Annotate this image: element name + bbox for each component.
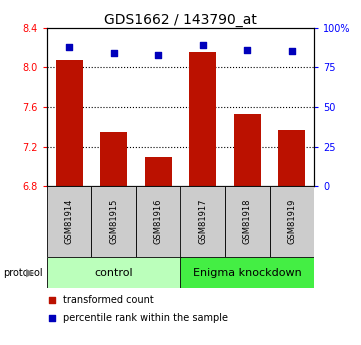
Bar — [180, 257, 314, 288]
Bar — [234, 114, 261, 186]
Text: GSM81914: GSM81914 — [65, 199, 74, 244]
Text: protocol: protocol — [4, 268, 43, 277]
Bar — [47, 186, 91, 257]
Bar — [47, 257, 180, 288]
Point — [49, 297, 55, 303]
Point — [289, 49, 295, 54]
Bar — [91, 186, 136, 257]
Title: GDS1662 / 143790_at: GDS1662 / 143790_at — [104, 12, 257, 27]
Point — [200, 42, 206, 48]
Text: GSM81918: GSM81918 — [243, 199, 252, 244]
Text: Enigma knockdown: Enigma knockdown — [193, 268, 302, 277]
Text: GSM81916: GSM81916 — [154, 199, 163, 244]
Text: control: control — [95, 268, 133, 277]
Bar — [145, 157, 171, 186]
Point — [155, 52, 161, 57]
Text: GSM81917: GSM81917 — [198, 199, 207, 244]
Bar — [278, 130, 305, 186]
Bar — [180, 186, 225, 257]
Text: GSM81919: GSM81919 — [287, 199, 296, 244]
Point — [111, 50, 117, 56]
Bar — [270, 186, 314, 257]
Bar — [225, 186, 270, 257]
Bar — [100, 132, 127, 186]
Point — [49, 316, 55, 321]
Bar — [136, 186, 180, 257]
Bar — [190, 52, 216, 186]
Point — [66, 44, 72, 49]
Text: percentile rank within the sample: percentile rank within the sample — [63, 314, 228, 323]
Text: ▶: ▶ — [26, 268, 35, 277]
Bar — [56, 60, 83, 186]
Text: GSM81915: GSM81915 — [109, 199, 118, 244]
Text: transformed count: transformed count — [63, 295, 154, 305]
Point — [244, 47, 250, 52]
